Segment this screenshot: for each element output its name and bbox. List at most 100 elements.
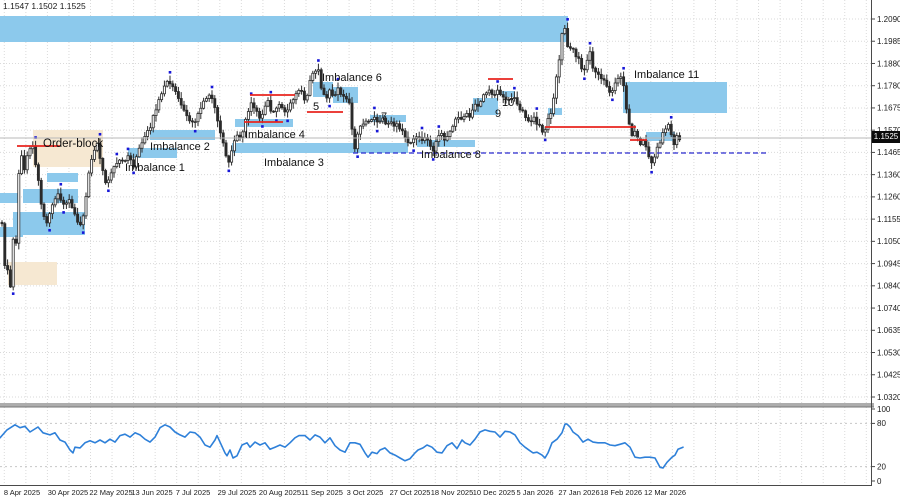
zone-label[interactable]: Imbalance 1 <box>125 162 185 174</box>
imbalance-zone[interactable] <box>47 173 78 182</box>
candle-body <box>302 90 306 101</box>
zone-label[interactable]: 7 <box>381 111 387 123</box>
candle-body <box>610 90 614 93</box>
ohlc-readout: 1.1547 1.1502 1.1525 <box>3 1 86 11</box>
candle-body <box>314 70 318 74</box>
imbalance-zone[interactable] <box>370 115 406 122</box>
imbalance-zone[interactable] <box>473 98 498 115</box>
price-axis-label: 1.0530 <box>877 348 900 357</box>
candle-body <box>244 118 248 133</box>
fractal-low-dot <box>375 129 379 133</box>
candle-body <box>608 85 612 93</box>
zone-label[interactable]: 9 <box>495 108 501 120</box>
imbalance-zone[interactable] <box>0 227 23 237</box>
candlestick-series <box>0 22 682 291</box>
candle-body <box>630 123 634 137</box>
candle-body <box>624 85 628 110</box>
imbalance-zone[interactable] <box>0 16 568 42</box>
fractal-low-dot <box>543 138 547 142</box>
candle-body <box>580 57 584 70</box>
candle-body <box>350 102 354 130</box>
zone-label[interactable]: Imbalance 8 <box>421 149 481 161</box>
zone-label[interactable]: 10 <box>502 97 514 109</box>
fractal-high-dot <box>496 80 499 83</box>
candle-body <box>319 69 323 89</box>
candle-body <box>347 98 351 104</box>
imbalance-zone[interactable] <box>13 212 85 235</box>
candle-body <box>566 28 570 48</box>
candle-body <box>202 100 206 109</box>
candle-body <box>59 193 63 201</box>
candle-body <box>115 163 119 167</box>
candle-body <box>272 110 276 113</box>
date-label: 3 Oct 2025 <box>347 488 384 497</box>
indicator-level-label: 80 <box>877 419 886 428</box>
candle-body <box>0 222 4 225</box>
fractal-high-dot <box>115 152 119 156</box>
zone-label[interactable]: Imbalance 11 <box>634 69 699 81</box>
oscillator-pane[interactable]: 100 80 20 0 <box>0 405 891 486</box>
candle-body <box>647 146 651 158</box>
candle-body <box>92 149 96 160</box>
candle-body <box>255 107 259 112</box>
imbalance-zone[interactable] <box>646 132 675 141</box>
candle-body <box>330 89 334 96</box>
candle-body <box>157 99 161 111</box>
grid-layer <box>0 0 871 485</box>
candle-body <box>151 115 155 129</box>
zone-label[interactable]: Imbalance 6 <box>322 72 382 84</box>
imbalance-zone[interactable] <box>235 119 293 127</box>
imbalance-zone[interactable] <box>623 82 727 113</box>
price-axis-label: 1.1880 <box>877 59 900 68</box>
indicator-level-label: 0 <box>877 477 882 486</box>
candle-body <box>451 125 455 132</box>
date-label: 29 Jul 2025 <box>218 488 257 497</box>
zone-label[interactable]: 5 <box>313 101 319 113</box>
candle-body <box>599 73 603 80</box>
candle-body <box>109 172 113 181</box>
fractal-high-dot <box>249 92 253 95</box>
candle-body <box>224 142 228 157</box>
candle-body <box>316 69 320 72</box>
zone-label[interactable]: Imbalance 2 <box>150 141 210 153</box>
indicator-level-label: 20 <box>877 462 886 471</box>
zone-label[interactable]: Imbalance 4 <box>245 129 305 141</box>
order-block-zone[interactable] <box>8 262 57 285</box>
candle-body <box>518 103 522 111</box>
candle-body <box>148 127 152 131</box>
zone-label[interactable]: Imbalance 3 <box>264 157 324 169</box>
imbalance-zone[interactable] <box>150 130 215 140</box>
price-axis[interactable]: 1.2090 1.1985 1.1880 1.1780 1.1675 1.1570 1.14… <box>871 15 900 402</box>
candle-body <box>67 199 71 204</box>
candle-body <box>487 89 491 94</box>
candle-body <box>73 207 77 215</box>
imbalance-zone[interactable] <box>0 193 20 203</box>
candle-body <box>112 166 116 174</box>
candle-body <box>400 128 404 132</box>
candle-body <box>524 110 528 118</box>
oscillator-line <box>0 423 684 469</box>
candle-body <box>501 94 505 98</box>
imbalance-zone[interactable] <box>232 143 408 153</box>
imbalance-zone[interactable] <box>128 148 177 158</box>
candle-body <box>168 80 172 85</box>
candle-body <box>258 110 262 119</box>
zone-label[interactable]: Order-block <box>43 138 103 150</box>
candle-body <box>655 146 659 158</box>
candle-body <box>398 123 402 130</box>
imbalance-zone[interactable] <box>502 91 515 97</box>
level-lines-layer <box>0 78 871 154</box>
candle-body <box>571 47 575 50</box>
fractal-low-dot <box>11 292 15 295</box>
fractal-low-dot <box>431 158 435 161</box>
price-axis-label: 1.1260 <box>877 193 900 202</box>
fractal-low-dot <box>193 129 197 133</box>
candle-body <box>283 107 287 113</box>
candle-body <box>442 132 446 141</box>
candle-body <box>291 99 295 104</box>
candle-body <box>554 76 558 99</box>
imbalance-zone[interactable] <box>23 189 78 203</box>
imbalance-zone[interactable] <box>417 140 475 147</box>
